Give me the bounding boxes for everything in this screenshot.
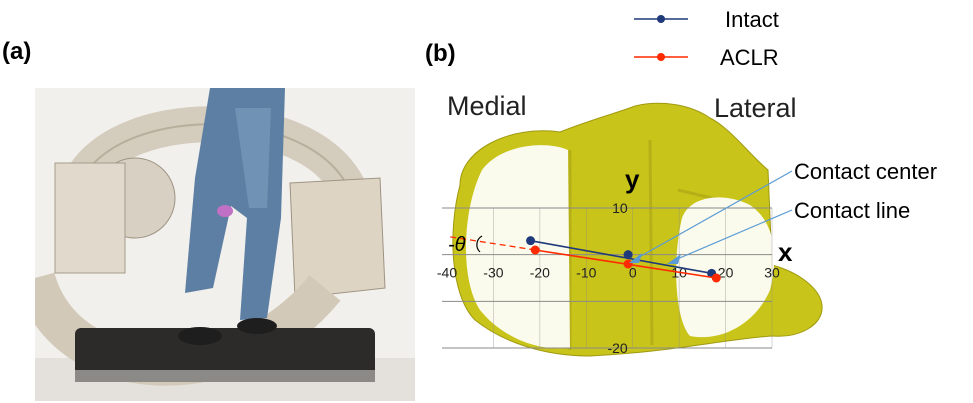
contact-line-label: Contact line: [794, 198, 910, 223]
aclr-point: [623, 259, 633, 269]
legend-intact-marker: [657, 15, 665, 23]
lateral-label: Lateral: [714, 93, 797, 123]
y-tick-label: -20: [607, 340, 627, 356]
legend-aclr-label: ACLR: [720, 45, 779, 70]
legend-intact-label: Intact: [725, 7, 779, 32]
medial-cartilage: [465, 145, 570, 349]
panel-b-label: (b): [425, 40, 456, 67]
legend: Intact ACLR: [634, 7, 779, 70]
panel-a-label: (a): [2, 38, 32, 65]
contact-line-arrowhead: [667, 254, 681, 264]
y-axis-label: y: [625, 164, 640, 194]
intact-contact-line: [530, 239, 712, 275]
contact-center-callout: [633, 170, 793, 261]
fluoroscopy-photo: [35, 88, 415, 401]
x-tick-label: 0: [629, 265, 637, 281]
x-tick-label: -30: [483, 265, 503, 281]
angle-arc: [476, 235, 483, 253]
aclr-point: [711, 273, 721, 283]
x-tick-label: 30: [764, 265, 780, 281]
intact-point: [526, 236, 536, 246]
x-tick-label: -40: [437, 265, 457, 281]
contact-line-callout: [674, 209, 793, 261]
x-axis-label: x: [778, 237, 793, 267]
x-tick-label: -10: [576, 265, 596, 281]
intact-point: [623, 250, 633, 260]
tibial-plateau-figure: (b) Intact ACLR Medial Lateral -40 -30 -20…: [425, 7, 937, 357]
angle-label: -θ: [448, 234, 466, 256]
legend-aclr-marker: [657, 53, 665, 61]
contact-center-arrowhead: [629, 253, 642, 263]
medial-label: Medial: [447, 91, 527, 121]
contact-center-label: Contact center: [794, 159, 937, 184]
aclr-point: [530, 245, 540, 255]
contact-plot: -40-30-20-10010203010-20: [437, 200, 780, 356]
x-tick-label: -20: [530, 265, 550, 281]
y-tick-label: 10: [612, 200, 628, 216]
aclr-extension-line: [449, 236, 536, 251]
x-tick-label: 20: [718, 265, 734, 281]
lateral-cartilage: [676, 197, 775, 338]
